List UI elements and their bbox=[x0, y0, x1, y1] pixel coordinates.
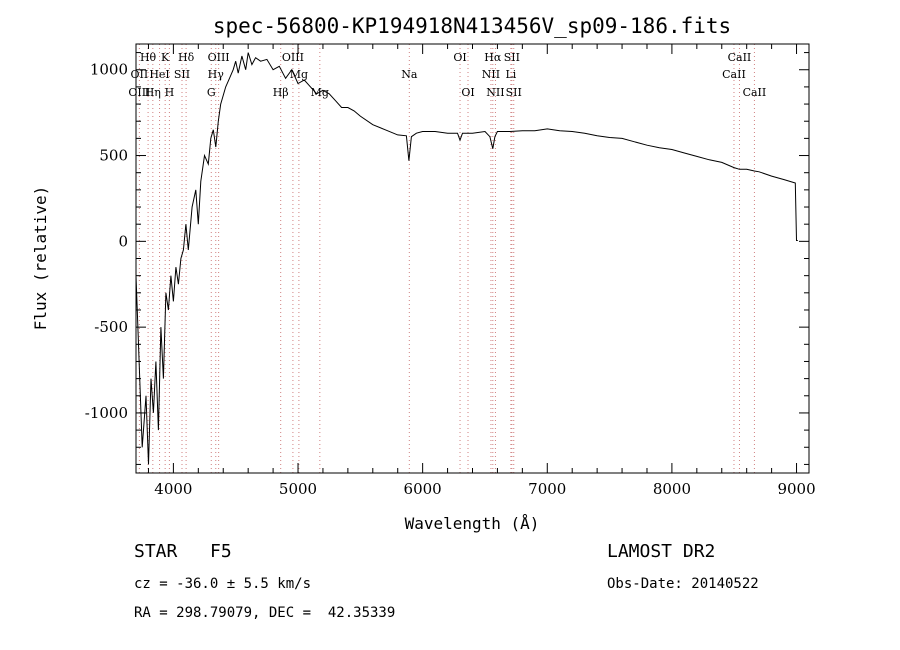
x-tick-label: 7000 bbox=[528, 480, 566, 498]
line-label: NII bbox=[486, 86, 504, 99]
line-label: Hθ bbox=[140, 51, 157, 64]
y-tick-label: -500 bbox=[94, 318, 128, 336]
line-label: OIII bbox=[282, 51, 304, 64]
y-axis-label: Flux (relative) bbox=[31, 186, 50, 331]
line-label: SII bbox=[174, 68, 190, 81]
object-subclass: F5 bbox=[210, 541, 232, 562]
x-tick-label: 5000 bbox=[279, 480, 317, 498]
x-tick-label: 4000 bbox=[154, 480, 192, 498]
x-tick-label: 8000 bbox=[653, 480, 691, 498]
line-label: Mg bbox=[290, 68, 308, 81]
line-label: Hα bbox=[484, 51, 502, 64]
line-label: Mg bbox=[311, 86, 329, 99]
marker-lines bbox=[138, 44, 755, 473]
spectrum-line bbox=[135, 52, 798, 465]
line-label: CaII bbox=[728, 51, 752, 64]
x-tick-label: 9000 bbox=[777, 480, 815, 498]
line-label: K bbox=[161, 51, 170, 64]
y-tick-label: 500 bbox=[99, 147, 128, 165]
object-class: STAR bbox=[134, 541, 178, 562]
line-label: Li bbox=[505, 68, 516, 81]
line-label: OI bbox=[453, 51, 466, 64]
line-label: SII bbox=[504, 51, 520, 64]
chart-title: spec-56800-KP194918N413456V_sp09-186.fit… bbox=[213, 14, 731, 38]
line-label: Hδ bbox=[178, 51, 195, 64]
obs-date: Obs-Date: 20140522 bbox=[607, 576, 759, 592]
line-label: HeI bbox=[149, 68, 169, 81]
x-axis-label: Wavelength (Å) bbox=[405, 514, 540, 533]
line-label: H bbox=[165, 86, 175, 99]
line-label: G bbox=[207, 86, 216, 99]
line-label: OII bbox=[131, 68, 149, 81]
redshift-text: cz = -36.0 ± 5.5 km/s bbox=[134, 576, 312, 592]
line-label: NII bbox=[482, 68, 500, 81]
x-axis: 4000 5000 6000 7000 8000 9000 bbox=[147, 44, 816, 498]
line-label: Na bbox=[401, 68, 418, 81]
line-label: Hβ bbox=[273, 86, 289, 99]
line-label: CaII bbox=[722, 68, 746, 81]
line-label: OIII bbox=[208, 51, 230, 64]
y-axis: -1000 -500 0 500 1000 bbox=[85, 52, 809, 465]
y-tick-label: 1000 bbox=[90, 61, 128, 79]
line-label: Hη bbox=[145, 86, 161, 99]
line-label: CaII bbox=[743, 86, 767, 99]
line-label: SII bbox=[506, 86, 522, 99]
line-label: OIII bbox=[128, 86, 150, 99]
line-label: OI bbox=[461, 86, 474, 99]
plot-frame bbox=[135, 43, 810, 474]
y-tick-label: -1000 bbox=[85, 404, 128, 422]
y-tick-label: 0 bbox=[118, 232, 128, 250]
x-tick-label: 6000 bbox=[404, 480, 442, 498]
survey-name: LAMOST DR2 bbox=[607, 541, 716, 562]
line-label: Hγ bbox=[208, 68, 225, 81]
coords-text: RA = 298.79079, DEC = 42.35339 bbox=[134, 605, 396, 621]
